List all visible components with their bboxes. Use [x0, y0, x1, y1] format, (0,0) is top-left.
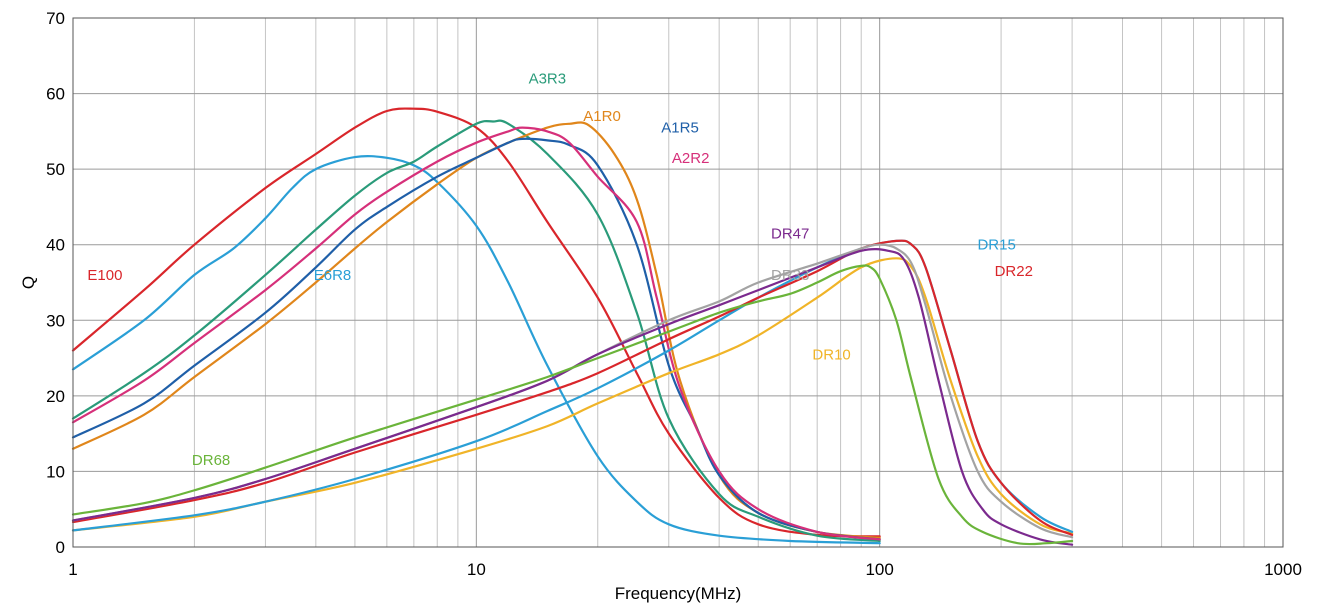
- y-tick-label: 0: [56, 538, 65, 557]
- y-tick-label: 50: [46, 160, 65, 179]
- series-line-e100: [71, 107, 881, 538]
- x-tick-label: 100: [865, 560, 893, 579]
- series-label-a1r5: A1R5: [661, 120, 699, 137]
- y-tick-label: 60: [46, 85, 65, 104]
- series-label-a3r3: A3R3: [529, 70, 567, 87]
- series-line-dr47: [71, 248, 1074, 546]
- series-label-dr22: DR22: [995, 263, 1033, 280]
- y-tick-label: 10: [46, 462, 65, 481]
- series-label-dr47: DR47: [771, 225, 809, 242]
- series-labels: E100 E6R8 A3R3 A1R0 A1R5 A2R2 DR10 DR15 DR22 DR33…: [87, 70, 1033, 469]
- series-label-e6r8: E6R8: [314, 267, 352, 284]
- series-label-a1r0: A1R0: [583, 108, 621, 125]
- series-label-dr10: DR10: [812, 346, 850, 363]
- series-line-dr22: [71, 239, 1074, 536]
- x-tick-label: 1: [68, 560, 77, 579]
- series-line-dr68: [71, 264, 1074, 546]
- series-label-dr68: DR68: [192, 452, 230, 469]
- series-lines: [71, 107, 1074, 546]
- y-axis-label: Q: [19, 276, 38, 289]
- y-tick-label: 40: [46, 236, 65, 255]
- series-label-dr15: DR15: [977, 237, 1015, 254]
- series-label-e100: E100: [87, 267, 122, 284]
- series-line-a2r2: [71, 126, 881, 541]
- y-tick-label: 20: [46, 387, 65, 406]
- x-tick-label: 10: [467, 560, 486, 579]
- series-line-a3r3: [71, 119, 881, 543]
- series-label-a2r2: A2R2: [672, 150, 710, 167]
- series-line-dr15: [71, 239, 1074, 533]
- x-tick-label: 1000: [1264, 560, 1302, 579]
- y-tick-label: 70: [46, 9, 65, 28]
- grid-lines: [73, 18, 1283, 547]
- series-line-dr10: [71, 257, 1074, 535]
- x-axis-label: Frequency(MHz): [615, 584, 742, 603]
- y-tick-label: 30: [46, 311, 65, 330]
- plot-frame: [72, 17, 1284, 548]
- series-label-dr33: DR33: [771, 267, 809, 284]
- tick-labels: 1 10 100 1000 0 10 20 30 40 50 60 70: [46, 9, 1302, 579]
